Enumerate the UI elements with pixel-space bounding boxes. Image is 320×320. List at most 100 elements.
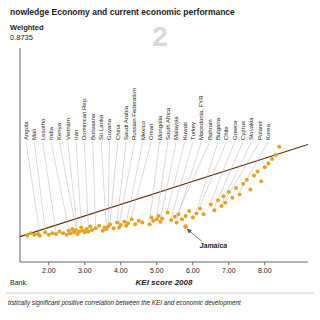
x-tick-label: 7.00 — [222, 267, 236, 274]
leader-line — [117, 142, 126, 220]
leader-line — [214, 142, 243, 208]
point — [263, 165, 267, 169]
leader-lines — [26, 142, 268, 233]
x-tick — [192, 262, 193, 265]
x-tick-label: 2.00 — [42, 267, 56, 274]
point — [209, 202, 213, 206]
x-tick — [48, 262, 49, 265]
point — [259, 179, 263, 183]
x-tick — [84, 262, 85, 265]
leader-line — [132, 142, 152, 217]
point — [122, 220, 126, 224]
point-label: Cyprus — [240, 121, 246, 140]
point — [256, 169, 260, 173]
note: tistically significant positive correlat… — [8, 299, 241, 307]
leader-line — [59, 142, 75, 227]
x-tick — [156, 262, 157, 265]
point-label: Guyana — [106, 118, 112, 140]
point — [230, 196, 234, 200]
point — [277, 145, 281, 149]
leader-line — [225, 142, 259, 200]
point — [223, 201, 227, 205]
point — [151, 219, 155, 223]
point-label: Sri Lanka — [98, 114, 104, 140]
annotated-point — [183, 224, 188, 229]
x-axis-label: KEI score 2008 — [136, 278, 193, 287]
leader-line — [119, 142, 134, 225]
point-label: Dominican Rep. — [81, 97, 87, 140]
x-tick-label: 4.00 — [114, 267, 128, 274]
point — [169, 218, 173, 222]
point — [32, 233, 36, 237]
point — [220, 204, 224, 208]
point — [43, 230, 47, 234]
leader-line — [240, 142, 268, 192]
point — [238, 193, 242, 197]
point-label: Macedonia, FYR — [198, 95, 204, 140]
point — [140, 220, 144, 224]
point-label: Kuwait — [182, 122, 188, 140]
point — [38, 234, 42, 238]
point-label: Russian Federation — [131, 88, 137, 140]
plot-area — [20, 144, 308, 237]
point-label: Greece — [232, 120, 238, 140]
point — [133, 222, 137, 226]
leader-line — [101, 142, 106, 227]
point — [148, 222, 152, 226]
leader-line — [222, 142, 252, 204]
point — [270, 157, 274, 161]
point-label: Chile — [223, 126, 229, 140]
point-label: Botswana — [90, 113, 96, 140]
point-label: China — [115, 124, 121, 140]
point-label: Mali — [31, 129, 37, 140]
point — [221, 194, 225, 198]
chart: nowledge Economy and current economic pe… — [0, 0, 320, 320]
point — [65, 233, 69, 237]
point-label: Kenya — [56, 122, 62, 140]
x-tick-label: 6.00 — [186, 267, 200, 274]
note: 2 — [152, 21, 168, 52]
point — [137, 219, 141, 223]
point — [77, 230, 81, 234]
annotation: Jamaica — [200, 242, 228, 249]
x-tick — [120, 262, 121, 265]
point-label: Turkey — [190, 122, 196, 140]
point — [54, 232, 58, 236]
point — [25, 234, 29, 238]
point-label: Poland — [257, 121, 263, 140]
point — [29, 231, 33, 235]
point — [58, 230, 62, 234]
annotation-arrow — [187, 229, 202, 241]
point — [90, 228, 94, 232]
leader-line — [93, 142, 96, 226]
point — [50, 231, 54, 235]
x-tick — [264, 262, 265, 265]
point-label: Korea — [265, 123, 271, 140]
point — [61, 231, 65, 235]
x-tick — [228, 262, 229, 265]
point — [175, 220, 179, 224]
point — [194, 211, 198, 215]
point-label: Mexico — [140, 120, 146, 140]
point — [202, 212, 206, 216]
point-label: Saudi Arabia — [123, 105, 129, 140]
point-label: Slovakia — [248, 117, 254, 140]
point — [187, 209, 191, 213]
point — [47, 233, 51, 237]
leader-line — [84, 142, 88, 229]
point-label: India — [48, 126, 54, 140]
point-label: South Africa — [165, 107, 171, 140]
point-labels: AngolaMaliLesothoIndiaKenyaVietnamIranDo… — [23, 88, 271, 140]
title: nowledge Economy and current economic pe… — [10, 7, 235, 17]
point-label: Oman — [148, 124, 154, 140]
point-label: Malaysia — [173, 116, 179, 140]
point-label: Angola — [23, 121, 29, 140]
point — [212, 208, 216, 212]
point — [115, 220, 119, 224]
point-label: Bahrain — [207, 119, 213, 140]
leader-line — [171, 142, 193, 218]
point-label: Bulgaria — [215, 117, 221, 140]
note: Weighted — [10, 23, 44, 32]
leader-line — [196, 142, 218, 211]
note: Bank. — [10, 279, 28, 286]
